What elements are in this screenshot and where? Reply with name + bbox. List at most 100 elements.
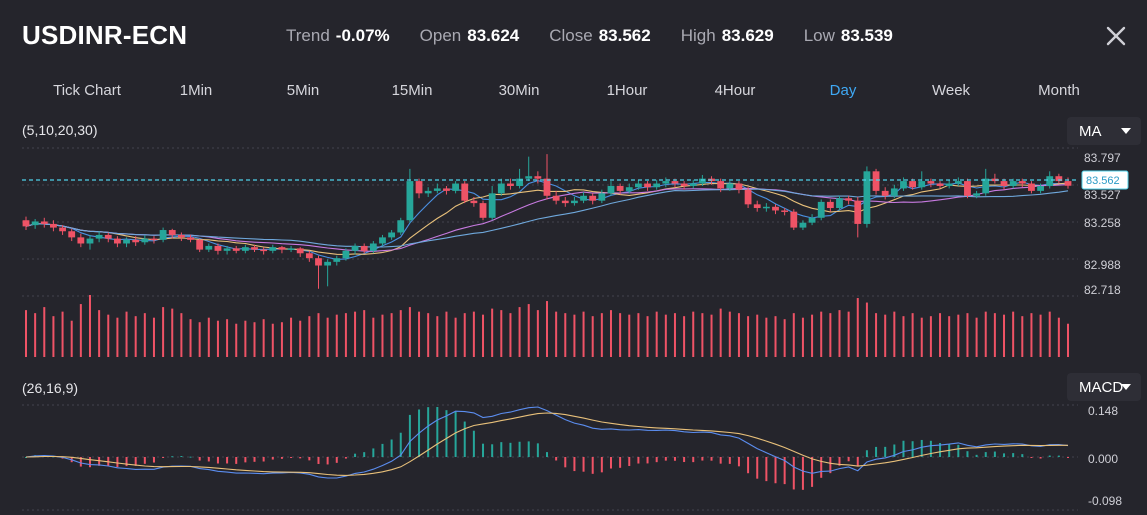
macd-histogram-bar	[1021, 454, 1024, 457]
macd-histogram-bar	[354, 453, 357, 457]
volume-bar	[518, 307, 521, 357]
candle-down	[1018, 181, 1026, 184]
candle-up	[159, 230, 167, 240]
macd-histogram-bar	[710, 457, 713, 461]
macd-histogram-bar	[216, 457, 219, 464]
macd-histogram-bar	[728, 457, 731, 464]
candle-down	[177, 234, 185, 238]
candle-down	[22, 220, 30, 227]
volume-bar	[536, 310, 539, 357]
stat-value: -0.07%	[335, 26, 390, 45]
macd-histogram-bar	[116, 457, 119, 468]
candle-down	[150, 238, 158, 241]
chevron-down-icon	[1121, 384, 1131, 390]
macd-histogram-bar	[107, 457, 110, 466]
indicator-dropdown-macd[interactable]: MACD	[1067, 373, 1141, 401]
macd-histogram-bar	[226, 457, 229, 464]
candle-up	[497, 183, 505, 194]
volume-bar	[984, 311, 987, 357]
volume-bar	[198, 322, 201, 357]
volume-bar	[884, 314, 887, 357]
tab-5min[interactable]: 5Min	[286, 82, 320, 99]
candle-down	[40, 221, 48, 224]
tab-15min[interactable]: 15Min	[391, 82, 433, 99]
indicator-dropdown-ma[interactable]: MA	[1067, 117, 1141, 145]
candle-down	[232, 248, 240, 251]
volume-bar	[125, 311, 128, 357]
macd-histogram-bar	[34, 455, 37, 457]
macd-histogram-bar	[774, 457, 777, 484]
ma5-line	[25, 180, 1069, 260]
price-tick-label: 82.988	[1084, 258, 1121, 272]
stats-bar: Trend -0.07% Open 83.624 Close 83.562 High 8…	[286, 26, 893, 46]
volume-bar	[546, 301, 548, 357]
candle-down	[616, 185, 624, 191]
tab-1min[interactable]: 1Min	[179, 82, 213, 99]
candle-up	[799, 222, 807, 228]
macd-histogram-bar	[427, 407, 430, 457]
close-icon[interactable]	[1104, 24, 1128, 48]
candle-up	[333, 258, 341, 262]
candle-down	[470, 200, 478, 204]
candle-down	[59, 227, 66, 232]
volume-bar	[573, 314, 576, 357]
candle-up	[580, 195, 587, 201]
candle-down	[790, 211, 798, 228]
volume-bar	[335, 314, 338, 357]
volume-bar	[619, 313, 622, 357]
volume-bar	[390, 313, 393, 357]
macd-histogram-bar	[61, 457, 64, 459]
tab-1hour[interactable]: 1Hour	[606, 82, 648, 99]
candle-up	[890, 188, 898, 196]
volume-bar	[25, 310, 27, 357]
candle-down	[708, 178, 715, 182]
macd-histogram-bar	[299, 457, 302, 459]
stat-value: 83.562	[598, 26, 651, 45]
candle-down	[305, 253, 313, 259]
volume-bar	[1067, 323, 1069, 357]
volume-bar	[143, 313, 146, 357]
tab-4hour[interactable]: 4Hour	[714, 82, 756, 99]
candle-down	[278, 247, 286, 250]
candle-down	[360, 245, 368, 251]
candle-down	[114, 238, 121, 244]
volume-bar	[673, 313, 676, 357]
candle-up	[424, 190, 432, 194]
macd-tick-label: 0.148	[1088, 404, 1118, 418]
volume-bar	[1057, 317, 1060, 357]
volume-bar	[180, 313, 183, 357]
tab-week[interactable]: Week	[931, 82, 971, 99]
tab-tick-chart[interactable]: Tick Chart	[53, 82, 121, 99]
macd-histogram-bar	[235, 457, 238, 464]
candle-up	[662, 181, 670, 184]
volume-bar	[637, 313, 640, 357]
tab-30min[interactable]: 30Min	[498, 82, 540, 99]
volume-bar	[582, 311, 585, 357]
volume-bar	[646, 316, 649, 357]
volume-bar	[911, 313, 914, 357]
macd-histogram-bar	[902, 440, 905, 457]
candle-up	[817, 201, 825, 218]
candle-down	[552, 195, 560, 201]
candle-down	[479, 203, 487, 218]
volume-bar	[747, 316, 750, 357]
macd-line	[25, 406, 1069, 479]
stat-low: Low 83.539	[804, 26, 893, 46]
candle-up	[973, 193, 980, 196]
macd-histogram-bar	[326, 457, 329, 465]
macd-histogram-bar	[436, 407, 439, 457]
candle-up	[488, 193, 496, 218]
candle-down	[671, 181, 679, 184]
macd-histogram-bar	[884, 446, 887, 457]
macd-histogram-bar	[317, 457, 320, 464]
candle-up	[635, 183, 642, 188]
macd-histogram-bar	[491, 444, 494, 457]
tab-day[interactable]: Day	[829, 82, 857, 99]
volume-bar	[609, 310, 612, 357]
macd-histogram-bar	[637, 457, 640, 464]
tab-month[interactable]: Month	[1038, 82, 1080, 99]
candle-down	[826, 201, 834, 209]
candle-up	[726, 183, 734, 189]
candle-up	[223, 248, 231, 251]
